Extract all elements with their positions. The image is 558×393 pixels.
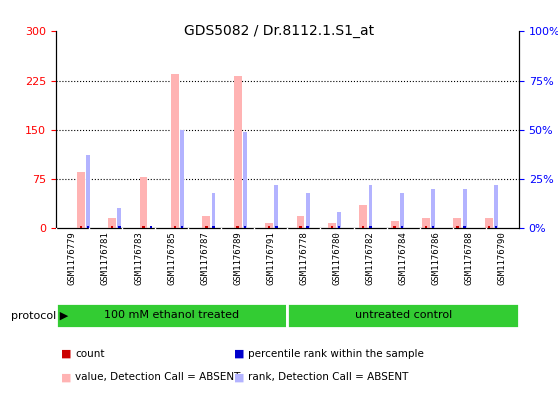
Text: GSM1176785: GSM1176785 <box>167 231 176 285</box>
Bar <box>56 303 287 328</box>
Bar <box>425 226 427 228</box>
Bar <box>118 226 121 228</box>
Bar <box>171 74 179 228</box>
Bar <box>203 216 210 228</box>
Text: GSM1176779: GSM1176779 <box>68 231 77 285</box>
Bar <box>456 226 459 228</box>
Bar <box>80 226 82 228</box>
Bar <box>431 189 435 228</box>
Text: GSM1176783: GSM1176783 <box>134 231 143 285</box>
Text: GSM1176778: GSM1176778 <box>300 231 309 285</box>
Bar <box>86 155 90 228</box>
Text: GSM1176782: GSM1176782 <box>365 231 374 285</box>
Bar <box>108 218 116 228</box>
Text: protocol ▶: protocol ▶ <box>11 310 69 321</box>
Bar <box>77 172 85 228</box>
Bar <box>328 223 336 228</box>
Bar <box>359 205 367 228</box>
Bar <box>180 130 184 228</box>
Bar <box>234 76 242 228</box>
Bar <box>299 226 302 228</box>
Text: percentile rank within the sample: percentile rank within the sample <box>248 349 424 359</box>
Bar <box>400 193 404 228</box>
Text: GSM1176791: GSM1176791 <box>266 231 275 285</box>
Bar <box>432 226 435 228</box>
Bar <box>454 218 461 228</box>
Bar <box>393 226 396 228</box>
Bar <box>265 223 273 228</box>
Bar <box>463 226 466 228</box>
Bar <box>463 189 466 228</box>
Bar <box>275 226 277 228</box>
Bar <box>391 221 398 228</box>
Text: GSM1176780: GSM1176780 <box>333 231 341 285</box>
Bar <box>111 226 113 228</box>
Bar <box>337 212 341 228</box>
Bar <box>401 226 403 228</box>
Bar <box>174 226 176 228</box>
Bar <box>181 226 184 228</box>
Bar <box>142 226 145 228</box>
Text: GSM1176789: GSM1176789 <box>233 231 242 285</box>
Text: count: count <box>75 349 105 359</box>
Text: ■: ■ <box>234 372 245 382</box>
Bar <box>369 185 372 228</box>
Text: untreated control: untreated control <box>354 310 452 320</box>
Bar <box>369 226 372 228</box>
Bar <box>296 216 305 228</box>
Bar <box>150 226 152 228</box>
Text: GSM1176781: GSM1176781 <box>101 231 110 285</box>
Text: GSM1176786: GSM1176786 <box>432 231 441 285</box>
Text: GSM1176787: GSM1176787 <box>200 231 209 285</box>
Text: GDS5082 / Dr.8112.1.S1_at: GDS5082 / Dr.8112.1.S1_at <box>184 24 374 38</box>
Text: ■: ■ <box>61 372 72 382</box>
Text: value, Detection Call = ABSENT: value, Detection Call = ABSENT <box>75 372 240 382</box>
Text: 100 mM ethanol treated: 100 mM ethanol treated <box>104 310 239 320</box>
Text: ■: ■ <box>61 349 72 359</box>
Bar <box>422 218 430 228</box>
Bar <box>212 226 215 228</box>
Text: GSM1176788: GSM1176788 <box>465 231 474 285</box>
Bar <box>237 226 239 228</box>
Bar <box>330 226 333 228</box>
Bar <box>205 226 208 228</box>
Bar <box>494 185 498 228</box>
Bar <box>488 226 490 228</box>
Bar <box>275 185 278 228</box>
Text: ■: ■ <box>234 349 245 359</box>
Bar <box>362 226 364 228</box>
Bar <box>338 226 340 228</box>
Text: GSM1176790: GSM1176790 <box>498 231 507 285</box>
Bar <box>495 226 497 228</box>
Bar <box>306 193 310 228</box>
Bar <box>485 218 493 228</box>
Bar <box>140 177 147 228</box>
Bar <box>287 303 519 328</box>
Bar <box>211 193 215 228</box>
Bar <box>306 226 309 228</box>
Bar <box>268 226 270 228</box>
Text: GSM1176784: GSM1176784 <box>398 231 408 285</box>
Bar <box>243 132 247 228</box>
Bar <box>118 208 121 228</box>
Bar <box>86 226 89 228</box>
Bar <box>244 226 246 228</box>
Text: rank, Detection Call = ABSENT: rank, Detection Call = ABSENT <box>248 372 408 382</box>
